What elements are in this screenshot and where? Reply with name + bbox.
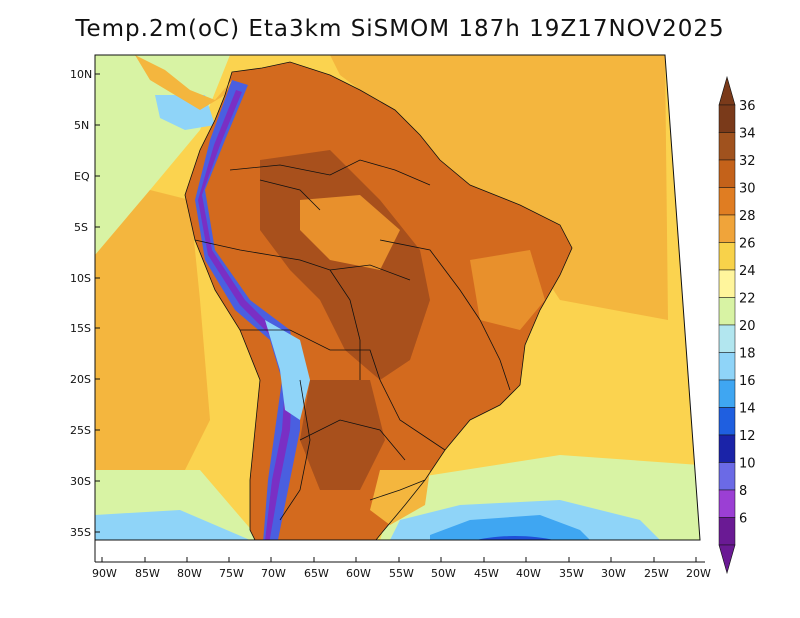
- lat-label: EQ: [74, 170, 90, 183]
- colorbar-swatch: [718, 269, 736, 298]
- colorbar-label: 24: [739, 264, 756, 279]
- colorbar-swatch: [718, 104, 736, 133]
- andes-cold: [195, 80, 300, 540]
- lon-label: 20W: [686, 567, 711, 580]
- lon-label: 35W: [559, 567, 584, 580]
- lon-label: 50W: [431, 567, 456, 580]
- lon-label: 25W: [644, 567, 669, 580]
- atlantic-colder-south: [430, 515, 590, 540]
- lat-label: 20S: [70, 373, 91, 386]
- central-america-land: [135, 55, 232, 110]
- colorbar-label: 28: [739, 209, 756, 224]
- lon-label: 45W: [474, 567, 499, 580]
- colorbar-label: 30: [739, 182, 756, 197]
- colorbar-label: 10: [739, 457, 756, 472]
- colorbar-label: 12: [739, 429, 756, 444]
- lon-label: 40W: [516, 567, 541, 580]
- pacific-cold-south: [95, 510, 250, 540]
- colorbar-swatch: [718, 379, 736, 408]
- colorbar-swatch: [718, 324, 736, 353]
- longitude-axis: 90W 85W 80W 75W 70W 65W 60W 55W 50W 45W …: [92, 557, 711, 580]
- lat-label: 5S: [74, 221, 88, 234]
- land-chaco-hot: [300, 380, 385, 490]
- lat-label: 5N: [74, 119, 89, 132]
- colorbar-label: 6: [739, 512, 747, 527]
- pacific-warm-band: [95, 190, 210, 480]
- colorbar-label: 26: [739, 237, 756, 252]
- andes-highland-cool: [265, 320, 310, 420]
- colorbar-label: 20: [739, 319, 756, 334]
- colorbar-label: 16: [739, 374, 756, 389]
- country-borders: [184, 61, 573, 540]
- lon-label: 75W: [219, 567, 244, 580]
- colorbar-swatch: [718, 407, 736, 436]
- colorbar-swatch: [718, 297, 736, 326]
- lat-label: 10N: [70, 68, 92, 81]
- lon-label: 85W: [135, 567, 160, 580]
- colorbar-swatch: [718, 517, 736, 546]
- lon-label: 55W: [389, 567, 414, 580]
- colorbar-label: 8: [739, 484, 747, 499]
- lon-label: 60W: [346, 567, 371, 580]
- colorbar-min-arrow: [718, 544, 736, 575]
- latitude-axis: 10N 5N EQ 5S 10S 15S 20S 25S 30S 35S: [70, 68, 100, 539]
- lat-label: 15S: [70, 322, 91, 335]
- colorbar-label: 34: [739, 127, 756, 142]
- colorbar-swatch: [718, 159, 736, 188]
- lon-label: 90W: [92, 567, 117, 580]
- lon-label: 30W: [601, 567, 626, 580]
- colorbar-swatch: [718, 242, 736, 271]
- lon-label: 70W: [261, 567, 286, 580]
- colorbar-max-arrow: [718, 75, 736, 106]
- colorbar-label: 14: [739, 402, 756, 417]
- colorbar-swatch: [718, 352, 736, 381]
- map-title: Temp.2m(oC) Eta3km SiSMOM 187h 19Z17NOV2…: [75, 16, 725, 42]
- colorbar-label: 32: [739, 154, 756, 169]
- lon-label: 65W: [304, 567, 329, 580]
- colorbar-swatch: [718, 462, 736, 491]
- colorbar-label: 18: [739, 347, 756, 362]
- colorbar: 36 34 32 30 28 26 24 22 20 18 16 14 12 10 8 6: [718, 75, 756, 575]
- lat-label: 35S: [70, 526, 91, 539]
- colorbar-swatch: [718, 214, 736, 243]
- colorbar-swatch: [718, 434, 736, 463]
- temperature-field: [95, 55, 700, 540]
- lat-label: 30S: [70, 475, 91, 488]
- colorbar-label: 36: [739, 99, 756, 114]
- colorbar-swatch: [718, 187, 736, 216]
- colorbar-label: 22: [739, 292, 756, 307]
- tropical-atlantic-warm: [330, 55, 668, 320]
- land-warm-northeast: [470, 250, 545, 330]
- colorbar-swatch: [718, 489, 736, 518]
- colorbar-swatch: [718, 132, 736, 161]
- land-warm-amazon: [300, 195, 400, 270]
- lat-label: 10S: [70, 272, 91, 285]
- lat-label: 25S: [70, 424, 91, 437]
- lon-label: 80W: [177, 567, 202, 580]
